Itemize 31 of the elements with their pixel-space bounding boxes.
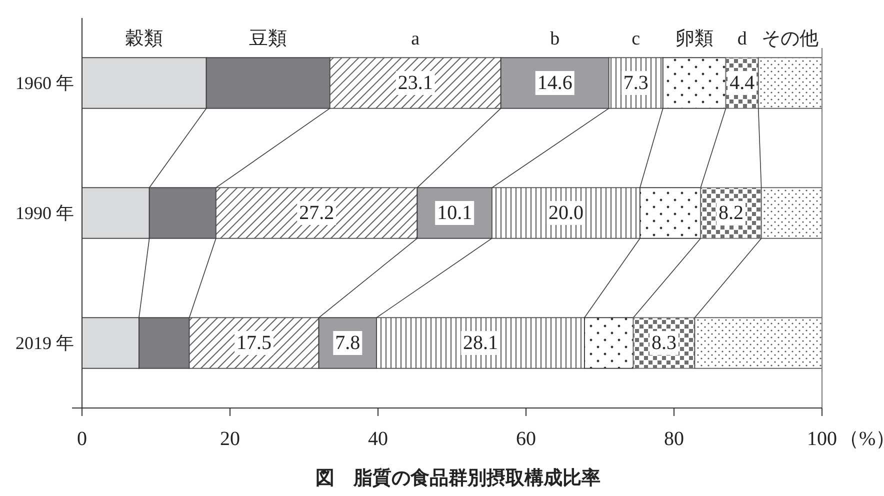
y-tick-label: 1990 年: [16, 203, 74, 223]
x-tick-label: 0: [77, 428, 87, 450]
series-label: d: [737, 28, 748, 50]
series-label: 豆類: [249, 28, 288, 50]
x-tick-label: 20: [220, 428, 240, 450]
data-label: 17.5: [236, 332, 272, 354]
data-label: 28.1: [462, 332, 498, 354]
data-label: 23.1: [398, 72, 433, 94]
x-tick-label: 100: [807, 428, 837, 450]
x-axis-title: （%）: [839, 428, 884, 450]
data-label: 14.6: [537, 72, 572, 94]
text: 図 脂質の食品群別摂取構成比率: [316, 467, 600, 489]
y-tick-label: 2019 年: [16, 333, 74, 353]
data-label: 20.0: [548, 202, 584, 224]
data-label: 7.3: [623, 72, 648, 94]
data-label: 4.4: [730, 72, 755, 94]
data-label: 7.8: [335, 332, 360, 354]
series-label: 穀類: [125, 28, 164, 50]
series-label: 卵類: [675, 28, 714, 50]
data-label: 27.2: [299, 202, 334, 224]
series-label: a: [411, 28, 420, 50]
series-label: b: [550, 28, 560, 50]
x-tick-label: 60: [516, 428, 536, 450]
y-tick-label: 1960 年: [16, 73, 74, 93]
data-label: 8.2: [718, 202, 744, 224]
series-label: c: [632, 28, 640, 50]
x-tick-label: 80: [664, 428, 684, 450]
series-label: その他: [762, 28, 819, 50]
data-label: 8.3: [652, 332, 677, 354]
x-tick-label: 40: [368, 428, 388, 450]
data-label: 10.1: [437, 202, 472, 224]
